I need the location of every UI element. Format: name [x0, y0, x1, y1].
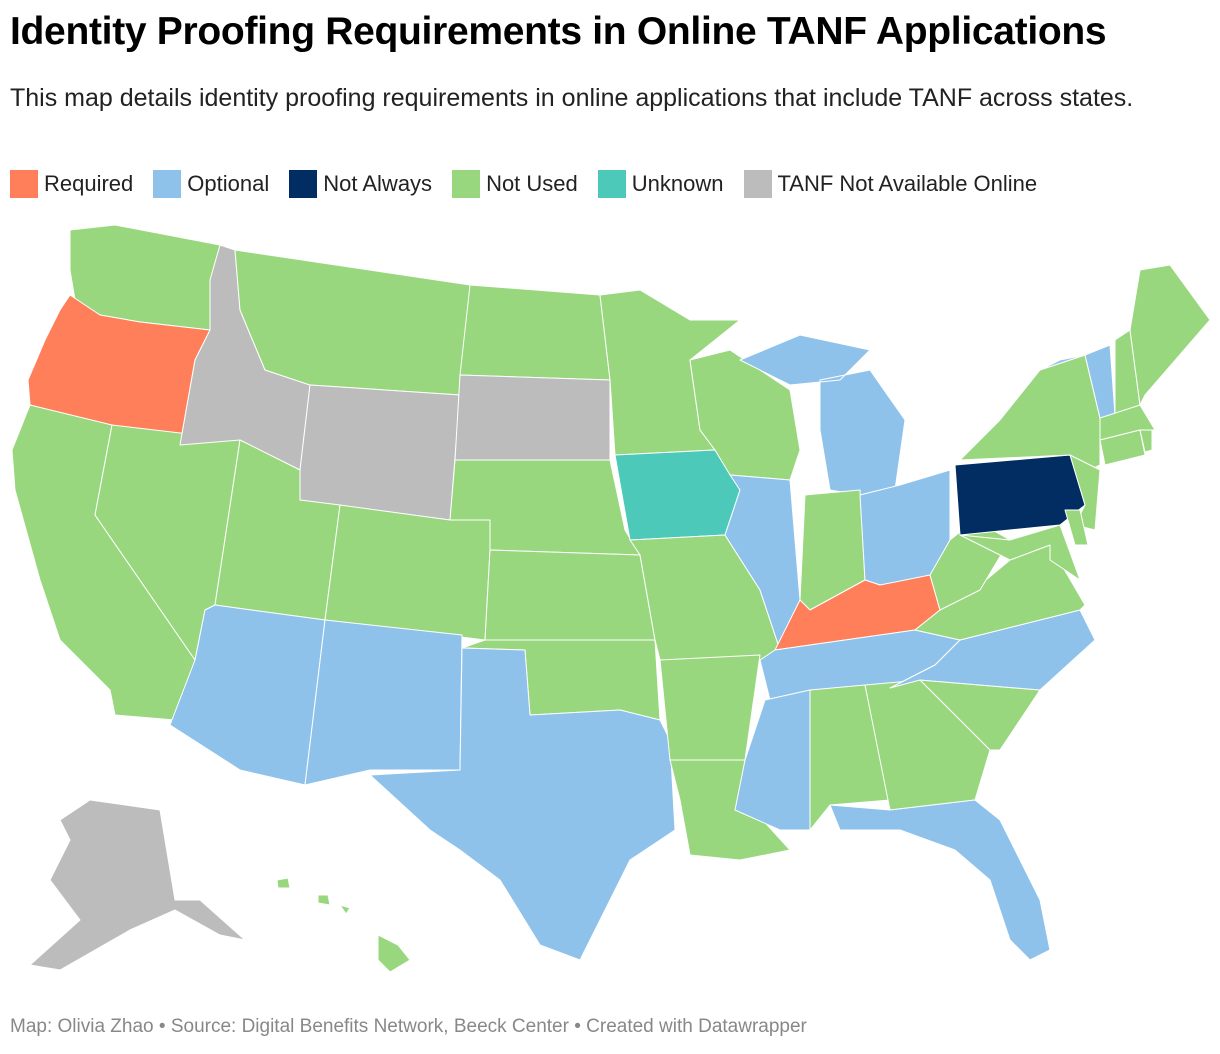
state: [614, 449, 741, 541]
state: [1129, 264, 1211, 406]
state: [324, 504, 491, 641]
state: [1064, 509, 1089, 546]
state: [459, 284, 611, 381]
legend-item: Required: [10, 170, 133, 198]
state: [299, 384, 461, 521]
state: [959, 354, 1101, 471]
state: [659, 654, 761, 761]
state: [369, 647, 676, 961]
legend-item: Unknown: [597, 170, 724, 198]
map: [11, 224, 1211, 973]
legend-item: Not Always: [289, 170, 432, 198]
state: [739, 334, 906, 496]
legend-swatch: [743, 170, 772, 198]
legend-swatch: [153, 170, 182, 198]
legend-swatch: [10, 170, 38, 198]
legend-item: Optional: [153, 170, 269, 198]
legend-swatch: [597, 170, 626, 198]
legend-label: Not Used: [486, 171, 578, 196]
legend-swatch: [289, 170, 318, 198]
state: [484, 549, 656, 641]
state: [276, 877, 411, 973]
state: [889, 609, 1096, 691]
legend-item: TANF Not Available Online: [743, 170, 1038, 198]
footer: Map: Olivia Zhao • Source: Digital Benef…: [10, 1016, 807, 1037]
legend-swatch: [452, 170, 481, 198]
legend: Required Optional Not Always Not Used Unknow…: [10, 170, 1037, 198]
state: [1099, 429, 1146, 466]
state: [724, 474, 801, 651]
state: [1139, 429, 1153, 453]
legend-label: Not Always: [323, 171, 433, 196]
state: [959, 524, 1081, 581]
state: [829, 799, 1051, 961]
state: [454, 374, 611, 461]
legend-label: Required: [44, 171, 134, 196]
state: [1069, 454, 1101, 531]
subtitle: This map details identity proofing requi…: [10, 84, 1134, 112]
state: [809, 684, 891, 831]
state: [304, 619, 463, 786]
legend-label: TANF Not Available Online: [777, 171, 1038, 196]
state: [1039, 354, 1086, 371]
legend-label: Unknown: [631, 171, 724, 196]
legend-item: Not Used: [452, 170, 578, 198]
state: [954, 454, 1086, 536]
title: Identity Proofing Requirements in Online…: [10, 10, 1107, 53]
legend-label: Optional: [187, 171, 270, 196]
state: [29, 799, 246, 971]
